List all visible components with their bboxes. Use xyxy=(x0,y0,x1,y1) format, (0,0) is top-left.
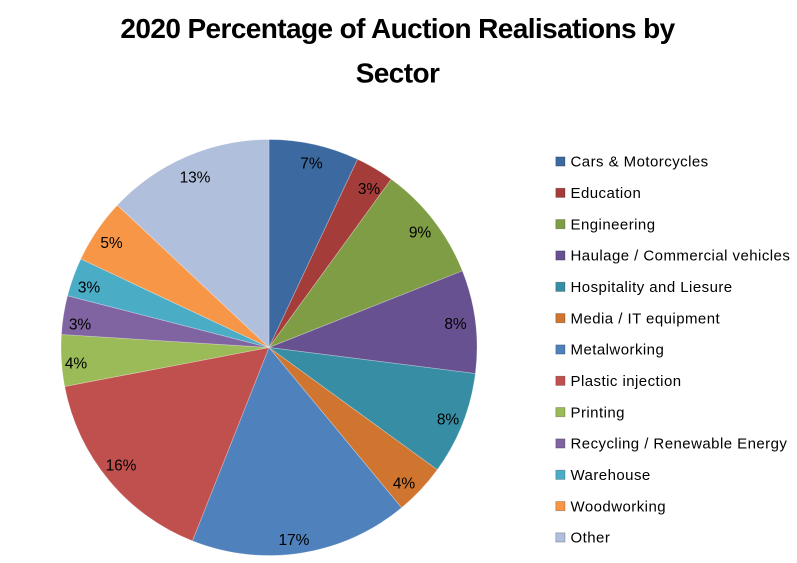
svg-text:13%: 13% xyxy=(180,169,211,186)
svg-text:2020 Percentage of Auction Rea: 2020 Percentage of Auction Realisations … xyxy=(120,13,675,44)
svg-text:4%: 4% xyxy=(65,355,88,372)
svg-text:Haulage / Commercial vehicles: Haulage / Commercial vehicles xyxy=(571,248,791,265)
svg-text:Woodworking: Woodworking xyxy=(571,498,667,515)
svg-text:7%: 7% xyxy=(300,156,323,173)
svg-text:8%: 8% xyxy=(437,411,460,428)
svg-text:Cars & Motorcycles: Cars & Motorcycles xyxy=(571,154,709,171)
svg-text:Printing: Printing xyxy=(571,404,625,421)
svg-text:Metalworking: Metalworking xyxy=(571,342,665,359)
svg-text:5%: 5% xyxy=(100,235,123,252)
svg-text:8%: 8% xyxy=(444,316,467,333)
svg-text:Media / IT equipment: Media / IT equipment xyxy=(571,310,721,327)
svg-text:Engineering: Engineering xyxy=(571,216,656,233)
svg-text:16%: 16% xyxy=(106,457,137,474)
svg-text:Sector: Sector xyxy=(356,58,440,89)
svg-text:3%: 3% xyxy=(69,316,92,333)
svg-text:9%: 9% xyxy=(409,224,432,241)
svg-text:Recycling / Renewable Energy: Recycling / Renewable Energy xyxy=(571,436,788,453)
svg-text:3%: 3% xyxy=(78,279,101,296)
svg-text:Hospitality and Liesure: Hospitality and Liesure xyxy=(571,279,733,296)
svg-text:17%: 17% xyxy=(279,532,310,549)
svg-text:Warehouse: Warehouse xyxy=(571,467,651,484)
svg-text:Plastic injection: Plastic injection xyxy=(571,373,682,390)
svg-text:Education: Education xyxy=(571,185,642,202)
svg-text:4%: 4% xyxy=(393,475,416,492)
svg-text:3%: 3% xyxy=(358,181,381,198)
svg-text:Other: Other xyxy=(571,530,611,547)
